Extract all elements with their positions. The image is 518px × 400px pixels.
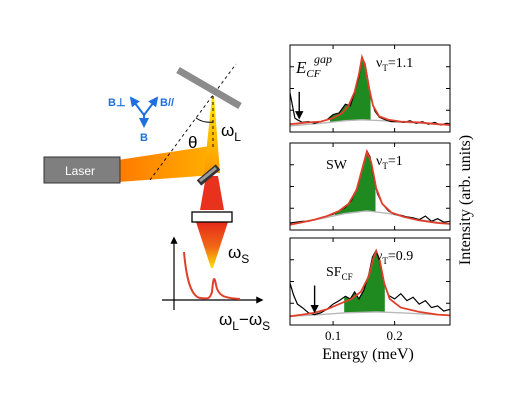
fit-curve: [289, 148, 451, 226]
spectrum-panel-1: νT=1.1 ECFgap: [289, 44, 451, 133]
baseline-curve: [289, 210, 451, 226]
filling-factor-label: νT=1.1: [376, 56, 413, 73]
filling-factor-label: νT=1: [376, 154, 403, 171]
spectrum-sketch: ωL−ωS: [162, 236, 270, 333]
b-perp-label: B⊥: [108, 97, 126, 109]
peak-fill-area: [330, 57, 371, 123]
x-axis-title: Energy (meV): [322, 346, 414, 363]
spectrum-panel-3: νT=0.9 SFCF 0.1 0.2: [289, 237, 451, 343]
small-mirror-face: [199, 166, 217, 183]
spectra-plots: νT=1.1 ECFgap νT=1 SW νT=0.9 SFCF 0.1 0.2: [289, 44, 451, 343]
theta-label: θ: [188, 133, 197, 152]
omega-s-label: ωS: [228, 243, 249, 266]
spectrum-panel-2: νT=1 SW: [289, 142, 451, 231]
annotation-label: SFCF: [326, 265, 353, 282]
b-perp-arrow: [129, 96, 145, 116]
b-label: B: [140, 132, 148, 144]
beam-middle: [200, 176, 224, 210]
omega-l-label: ωL: [221, 121, 241, 144]
sketch-curve: [183, 251, 241, 300]
y-axis-title: Intensity (arb. units): [457, 135, 474, 265]
laser-label: Laser: [65, 164, 95, 178]
beam-up: [204, 96, 220, 173]
normal-dashed-line: [149, 63, 237, 181]
x-tick-label: 0.2: [386, 328, 402, 343]
laser-box: [43, 156, 121, 184]
fit-curve: [289, 248, 451, 318]
setup-diagram: Laser θ ωL ωS B⊥ B// B: [43, 63, 270, 333]
beam-down: [196, 222, 228, 268]
annotation-label: ECFgap: [295, 52, 332, 80]
fit-curve: [289, 53, 451, 126]
sample-mirror: [176, 66, 242, 110]
sketch-axis-label: ωL−ωS: [219, 310, 270, 333]
x-tick-label: 0.1: [325, 328, 341, 343]
b-par-label: B//: [160, 97, 174, 109]
field-arrows: B⊥ B// B: [108, 96, 174, 144]
lens: [191, 211, 233, 223]
laser-beam: [118, 146, 214, 182]
theta-arc: [195, 117, 214, 123]
peak-fill-area: [334, 150, 376, 216]
annotation-label: SW: [326, 158, 348, 173]
filling-factor-label: νT=0.9: [376, 249, 413, 266]
b-par-arrow: [143, 96, 159, 116]
axis-labels: Energy (meV) Intensity (arb. units): [322, 135, 474, 363]
